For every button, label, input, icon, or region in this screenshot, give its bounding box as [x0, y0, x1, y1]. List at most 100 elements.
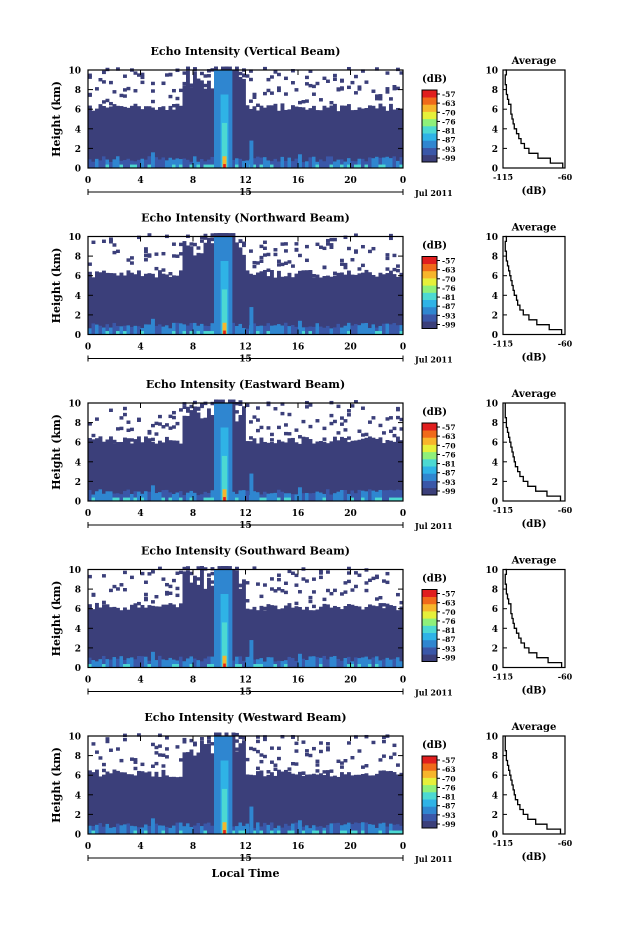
echo-low — [102, 156, 106, 168]
echo-ground — [340, 830, 344, 834]
echo-patch — [347, 436, 351, 440]
echo-ground — [291, 830, 295, 834]
x-tick-label: 16 — [292, 176, 305, 186]
echo-patch — [256, 739, 260, 744]
colorbar-swatch — [422, 799, 437, 807]
echo-patch — [210, 234, 215, 238]
echo-low — [399, 157, 404, 168]
average-title: Average — [511, 389, 557, 400]
echo-low — [144, 491, 148, 501]
echo-ground — [140, 497, 145, 501]
echo-patch — [88, 422, 92, 426]
y-tick-label: 0 — [75, 165, 81, 175]
echo-cell — [207, 80, 211, 168]
echo-low — [340, 490, 344, 501]
average-y-tick-label: 2 — [492, 811, 498, 821]
echo-cell — [266, 774, 271, 834]
echo-patch — [382, 739, 386, 744]
echo-patch — [123, 737, 127, 742]
echo-patch — [165, 590, 169, 595]
echo-low — [235, 325, 239, 335]
echo-ground — [203, 497, 208, 501]
echo-cell — [273, 605, 278, 668]
colorbar-swatch — [422, 777, 437, 786]
echo-patch — [151, 81, 155, 86]
echo-low — [291, 325, 295, 335]
echo-patch — [102, 768, 106, 773]
echo-ground — [287, 497, 292, 501]
echo-patch — [182, 81, 187, 86]
echo-ground — [259, 497, 264, 501]
echo-low — [200, 661, 204, 668]
echo-patch — [238, 735, 243, 739]
echo-patch — [140, 80, 145, 85]
echo-patch — [319, 98, 323, 102]
echo-cell — [371, 437, 376, 501]
echo-patch — [158, 733, 162, 737]
echo-low — [200, 323, 204, 335]
echo-low — [371, 824, 376, 834]
echo-patch — [161, 81, 166, 85]
echo-patch — [336, 404, 341, 409]
echo-cell — [238, 588, 243, 668]
average-y-tick-label: 4 — [492, 458, 498, 468]
echo-low — [382, 157, 386, 168]
rain-core-inner — [221, 788, 228, 834]
echo-low — [340, 327, 344, 335]
echo-cell — [109, 106, 113, 168]
rain-peak-max — [223, 663, 226, 668]
echo-patch — [126, 86, 131, 91]
colorbar-swatch — [422, 278, 437, 286]
echo-cell — [168, 105, 173, 168]
echo-low — [336, 159, 341, 168]
average-x-tick-label: -60 — [558, 172, 573, 182]
echo-column — [151, 485, 155, 501]
x-tick-label: 20 — [344, 842, 357, 852]
colorbar-frame — [421, 589, 438, 662]
x-axis-label: Local Time — [212, 867, 280, 880]
colorbar-label: (dB) — [422, 407, 447, 418]
echo-low — [154, 823, 159, 834]
echo-patch — [259, 244, 264, 249]
echo-cell — [252, 606, 257, 668]
echo-patch — [112, 584, 117, 589]
echo-low — [329, 494, 334, 501]
average-y-tick-label: 2 — [492, 644, 498, 654]
echo-ground — [210, 664, 215, 668]
echo-patch — [154, 745, 159, 750]
echo-cell — [322, 441, 327, 501]
echo-patch — [364, 588, 369, 593]
echo-patch — [144, 596, 148, 601]
echo-patch — [291, 69, 295, 73]
echo-patch — [329, 237, 334, 242]
echo-patch — [235, 401, 239, 406]
echo-cell — [161, 273, 166, 335]
colorbar-frame — [421, 755, 438, 829]
echo-cell — [256, 443, 260, 501]
echo-patch — [158, 744, 162, 748]
echo-patch — [238, 239, 243, 243]
echo-patch — [186, 66, 190, 71]
echo-low — [123, 660, 127, 668]
echo-cell — [119, 772, 124, 834]
x-tick-label: 0 — [85, 176, 91, 186]
echo-low — [126, 325, 131, 335]
echo-patch — [396, 406, 400, 411]
echo-cell — [130, 105, 134, 168]
echo-ground — [210, 331, 215, 335]
echo-cell — [364, 773, 369, 834]
echo-low — [350, 490, 355, 501]
echo-patch — [144, 580, 148, 584]
echo-cell — [158, 440, 162, 501]
echo-patch — [196, 246, 201, 250]
echo-cell — [301, 609, 306, 668]
echo-low — [315, 826, 320, 834]
echo-patch — [256, 766, 260, 771]
echo-patch — [207, 736, 211, 740]
echo-cell — [231, 70, 236, 168]
echo-patch — [207, 74, 211, 78]
echo-low — [315, 491, 320, 501]
echo-low — [130, 160, 134, 168]
echo-patch — [371, 576, 376, 581]
